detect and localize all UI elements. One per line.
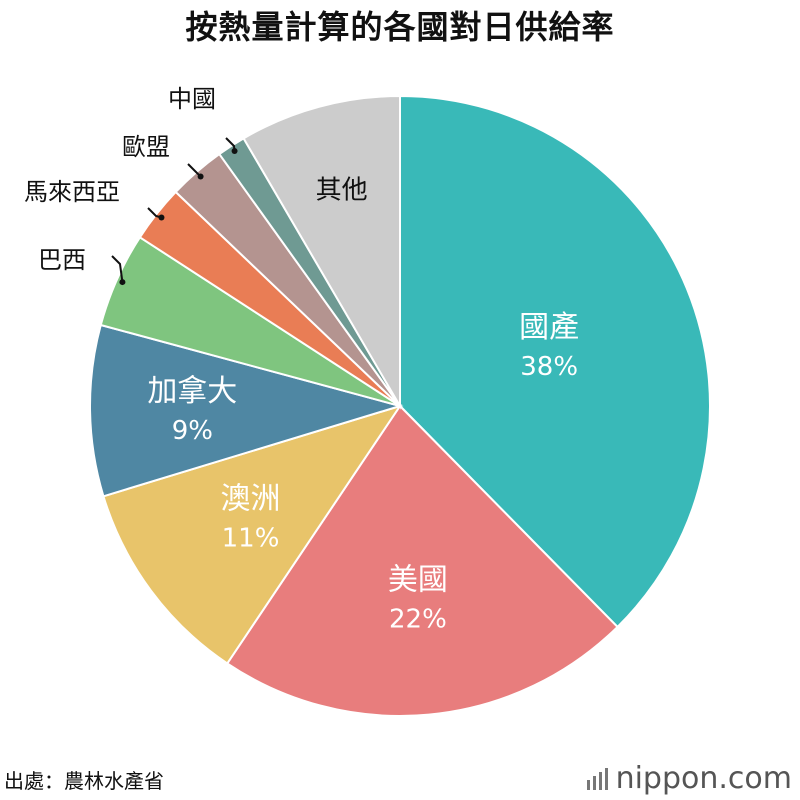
logo-bars-icon bbox=[586, 767, 608, 790]
pie-slice bbox=[89, 323, 404, 498]
slice-value-label: 11% bbox=[222, 524, 280, 554]
slice-label: 中國 bbox=[168, 85, 216, 113]
slice-value-label: 38% bbox=[520, 352, 578, 382]
leader-dot bbox=[158, 214, 165, 221]
nippon-logo: nippon.com bbox=[586, 761, 792, 796]
pie-slice bbox=[399, 94, 711, 629]
slice-label: 巴西 bbox=[38, 246, 86, 274]
slice-label: 美國 bbox=[388, 562, 448, 597]
slice-label: 國產 bbox=[519, 310, 579, 345]
slice-label: 加拿大 bbox=[147, 374, 237, 409]
leader-line bbox=[111, 255, 124, 283]
slice-label: 歐盟 bbox=[122, 133, 170, 161]
pie-slice bbox=[242, 94, 401, 410]
chart-title: 按熱量計算的各國對日供給率 bbox=[185, 8, 615, 46]
pie-slice bbox=[102, 404, 403, 665]
slice-value-label: 9% bbox=[172, 416, 213, 446]
leader-dot bbox=[119, 279, 126, 286]
slice-value-label: 22% bbox=[389, 604, 447, 634]
source-note: 出處：農林水產省 bbox=[4, 769, 164, 793]
pie-slice bbox=[225, 404, 619, 717]
slice-label: 澳洲 bbox=[221, 482, 281, 517]
logo-text: nippon.com bbox=[615, 761, 792, 796]
leader-dot bbox=[197, 173, 204, 180]
slice-label: 馬來西亞 bbox=[24, 178, 120, 206]
slice-label: 其他 bbox=[316, 176, 368, 206]
leader-dot bbox=[231, 147, 238, 154]
